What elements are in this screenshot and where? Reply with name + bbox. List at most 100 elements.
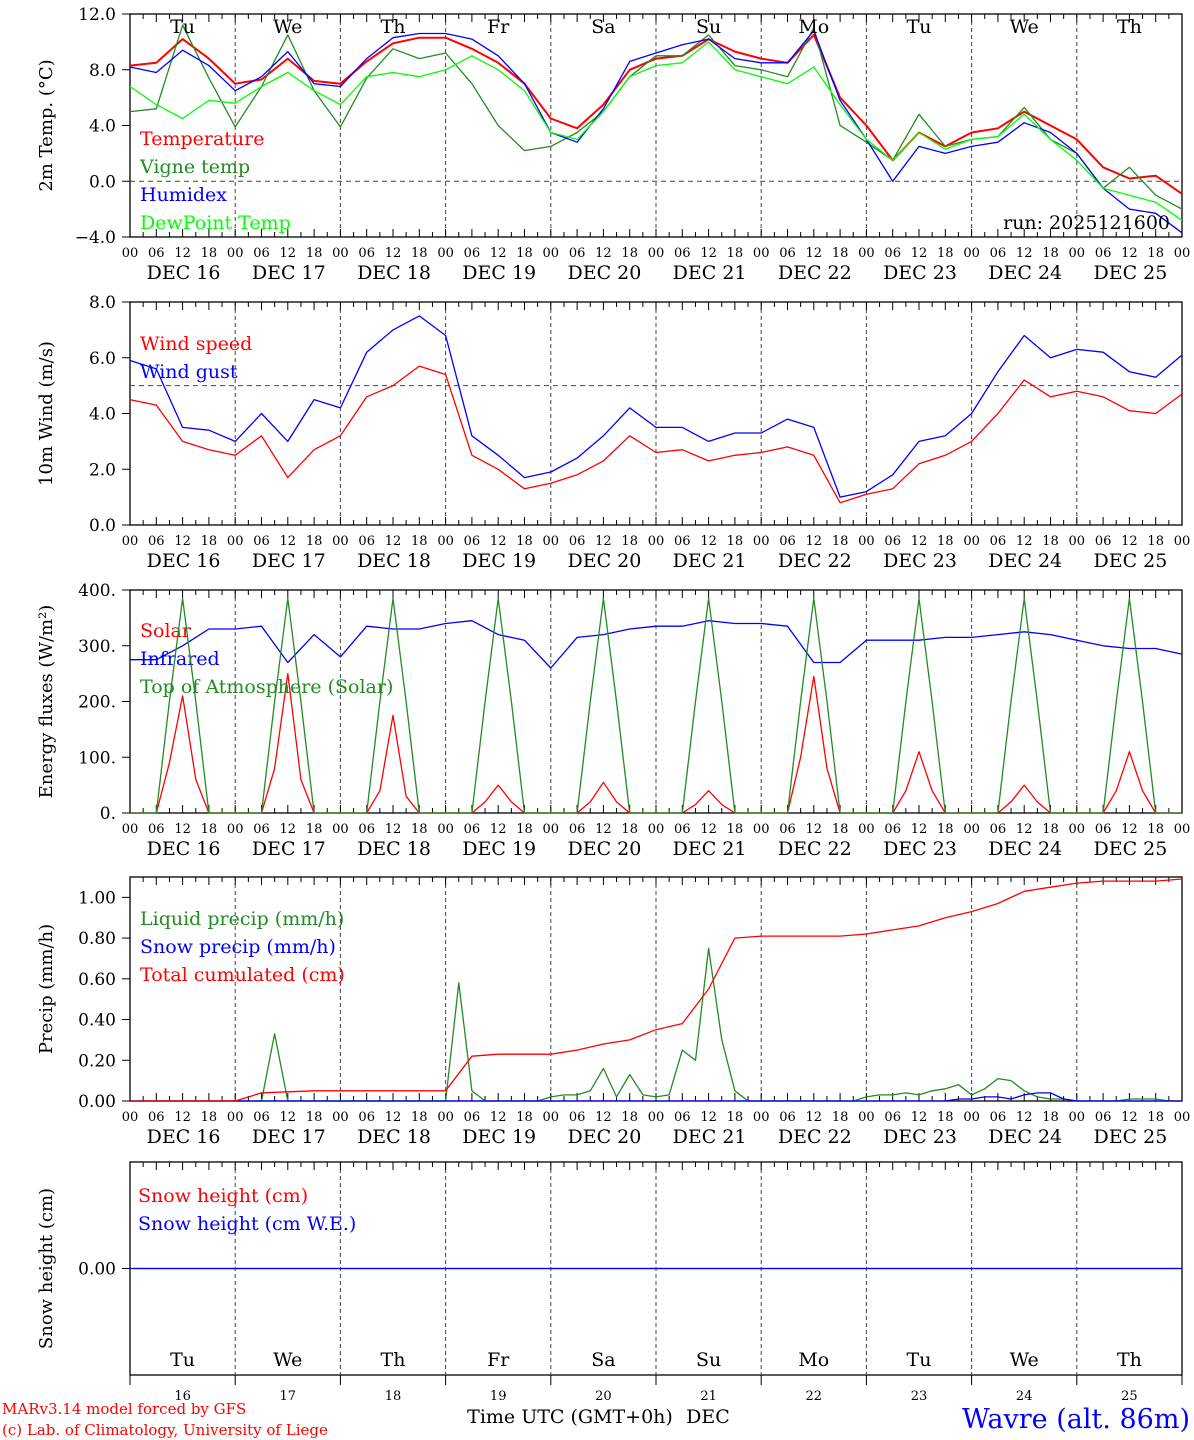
hour-tick-label: 00 [1069,822,1086,837]
y-tick-label: 6.0 [89,349,116,369]
series-line-wind-gust [129,315,1183,498]
hour-tick-label: 18 [937,246,954,261]
day-number-label: 17 [280,1389,297,1404]
y-tick-label: 0.80 [78,929,116,949]
hour-tick-label: 00 [1174,534,1191,549]
hour-tick-label: 12 [490,534,507,549]
hour-tick-label: 06 [358,246,375,261]
day-number-label: 19 [490,1389,507,1404]
month-label: DEC [686,1406,730,1428]
day-number-label: 20 [595,1389,612,1404]
y-tick-label: 0.00 [78,1092,116,1112]
date-label: DEC 24 [988,262,1062,284]
hour-tick-label: 12 [280,822,297,837]
hour-tick-label: 06 [464,534,481,549]
date-label: DEC 18 [357,550,431,572]
hour-tick-label: 12 [595,1110,612,1125]
credit-line-2: (c) Lab. of Climatology, University of L… [2,1421,328,1439]
hour-tick-label: 00 [648,534,665,549]
hour-tick-label: 12 [1121,534,1138,549]
hour-tick-label: 18 [1042,822,1059,837]
hour-tick-label: 06 [779,246,796,261]
hour-tick-label: 12 [1121,822,1138,837]
hour-tick-label: 06 [358,534,375,549]
hour-tick-label: 06 [569,1110,586,1125]
hour-tick-label: 00 [1069,246,1086,261]
hour-tick-label: 18 [832,822,849,837]
hour-tick-label: 00 [1069,534,1086,549]
day-name-label: Th [381,16,406,38]
day-name-label: Th [381,1349,406,1371]
panel-3: 0. 100. 200. 300. 400. Energy fluxes (W/m²) So… [36,581,1190,860]
date-label: DEC 21 [673,838,747,860]
hour-tick-label: 00 [543,246,560,261]
y-tick-label: 0.40 [78,1011,116,1031]
date-label: DEC 23 [883,550,957,572]
hour-tick-label: 06 [779,1110,796,1125]
hour-tick-label: 12 [595,246,612,261]
hour-tick-label: 00 [1174,1110,1191,1125]
hour-tick-label: 00 [963,534,980,549]
date-label: DEC 20 [567,838,641,860]
hour-tick-label: 06 [569,246,586,261]
hour-tick-label: 12 [280,534,297,549]
legend-entry: Liquid precip (mm/h) [140,908,344,930]
hour-tick-label: 06 [674,1110,691,1125]
hour-tick-label: 00 [332,822,349,837]
hour-tick-label: 12 [1121,246,1138,261]
hour-tick-label: 18 [1147,534,1164,549]
legend-entry: Snow precip (mm/h) [140,936,336,958]
hour-tick-label: 06 [358,1110,375,1125]
panel-4: 0.00 0.20 0.40 0.60 0.80 1.00 Precip (mm/h) Liq… [36,876,1191,1148]
hour-tick-label: 18 [411,246,428,261]
y-tick-label: 0.0 [89,172,116,192]
hour-tick-label: 18 [832,1110,849,1125]
date-label: DEC 20 [567,1126,641,1148]
hour-tick-label: 06 [674,246,691,261]
hour-tick-label: 18 [516,1110,533,1125]
series-line-top-of-atmosphere-solar- [130,597,1182,814]
hour-tick-label: 00 [122,246,139,261]
date-label: DEC 19 [462,550,536,572]
hour-tick-label: 00 [858,822,875,837]
date-label: DEC 25 [1093,550,1167,572]
hour-tick-label: 18 [832,534,849,549]
date-label: DEC 20 [567,550,641,572]
hour-tick-label: 18 [411,1110,428,1125]
y-tick-label: 0.60 [78,970,116,990]
legend-entry: Temperature [140,128,264,150]
hour-tick-label: 12 [1016,1110,1033,1125]
date-label: DEC 25 [1093,262,1167,284]
y-tick-label: 400. [78,581,116,601]
hour-tick-label: 12 [1016,246,1033,261]
y-tick-label: −4.0 [75,228,116,248]
hour-tick-label: 06 [884,534,901,549]
hour-tick-label: 06 [148,822,165,837]
day-number-label: 22 [806,1389,823,1404]
date-label: DEC 21 [673,550,747,572]
hour-tick-label: 12 [806,246,823,261]
day-name-label: We [1010,1349,1039,1371]
hour-tick-label: 00 [437,822,454,837]
date-label: DEC 24 [988,838,1062,860]
day-name-label: Th [1117,1349,1142,1371]
date-label: DEC 18 [357,838,431,860]
y-axis-title: Precip (mm/h) [36,924,57,1054]
hour-tick-label: 18 [516,822,533,837]
legend-entry: Vigne temp [139,156,250,178]
day-name-label: Su [696,1349,721,1371]
hour-tick-label: 06 [464,822,481,837]
hour-tick-label: 00 [648,246,665,261]
hour-tick-label: 06 [990,1110,1007,1125]
panel-2: 0.0 2.0 4.0 6.0 8.0 10m Wind (m/s) Wind speed W… [36,293,1190,572]
day-number-label: 16 [174,1389,191,1404]
date-label: DEC 16 [147,838,221,860]
y-tick-label: 200. [78,693,116,713]
hour-tick-label: 12 [280,1110,297,1125]
day-number-label: 24 [1016,1389,1033,1404]
panel-1: −4.0 0.0 4.0 8.0 12.0 2m Temp. (°C) Temperatur… [36,5,1190,284]
hour-tick-label: 00 [858,246,875,261]
day-name-label: Sa [591,1349,615,1371]
legend-entry: Snow height (cm) [138,1185,308,1207]
hour-tick-label: 00 [437,246,454,261]
